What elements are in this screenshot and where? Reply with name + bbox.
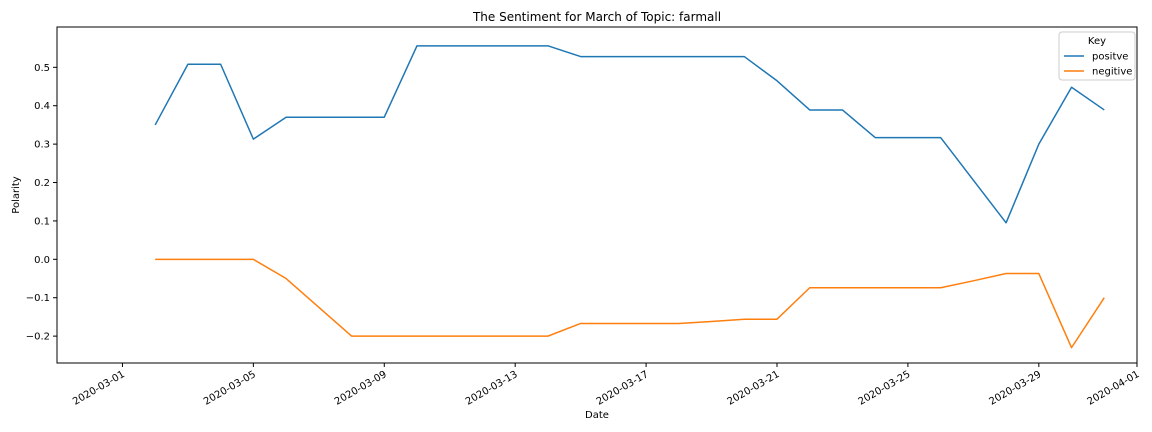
y-tick-label: −0.1: [26, 293, 50, 304]
x-axis-title: Date: [585, 410, 609, 421]
x-tick-label: 2020-03-13: [464, 369, 520, 408]
y-tick-label: 0.1: [34, 216, 50, 227]
x-tick-label: 2020-03-29: [987, 369, 1043, 408]
legend-title: Key: [1088, 36, 1106, 47]
x-axis: 2020-03-01 2020-03-05 2020-03-09 2020-03-13…: [71, 363, 1142, 408]
y-tick-label: −0.2: [26, 332, 50, 343]
legend: Key positve negitive: [1058, 31, 1136, 81]
x-tick-label: 2020-03-09: [333, 369, 389, 408]
legend-label-negative: negitive: [1092, 67, 1132, 78]
y-tick-label: 0.2: [34, 178, 50, 189]
y-axis: 0.5 0.4 0.3 0.2 0.1 0.0 −0.1 −0.2: [26, 63, 57, 343]
y-tick-label: 0.3: [34, 140, 50, 151]
plot-area: [56, 26, 1138, 364]
x-tick-label: 2020-03-21: [726, 369, 782, 408]
x-tick-label: 2020-03-25: [857, 369, 913, 408]
series-line-negative: [155, 258, 1105, 349]
x-tick-label: 2020-04-01: [1086, 369, 1142, 408]
y-axis-title: Polarity: [11, 176, 22, 214]
x-tick-label: 2020-03-17: [595, 369, 651, 408]
y-tick-label: 0.5: [34, 63, 50, 74]
chart-title: The Sentiment for March of Topic: farmal…: [472, 10, 721, 24]
x-tick-label: 2020-03-01: [71, 369, 127, 408]
legend-label-positive: positve: [1092, 52, 1128, 63]
y-tick-label: 0.0: [34, 255, 50, 266]
x-tick-label: 2020-03-05: [202, 369, 258, 408]
series-line-positive: [154, 45, 1105, 224]
y-tick-label: 0.4: [34, 101, 50, 112]
series-lines: [154, 45, 1105, 349]
legend-box: [1058, 31, 1136, 81]
